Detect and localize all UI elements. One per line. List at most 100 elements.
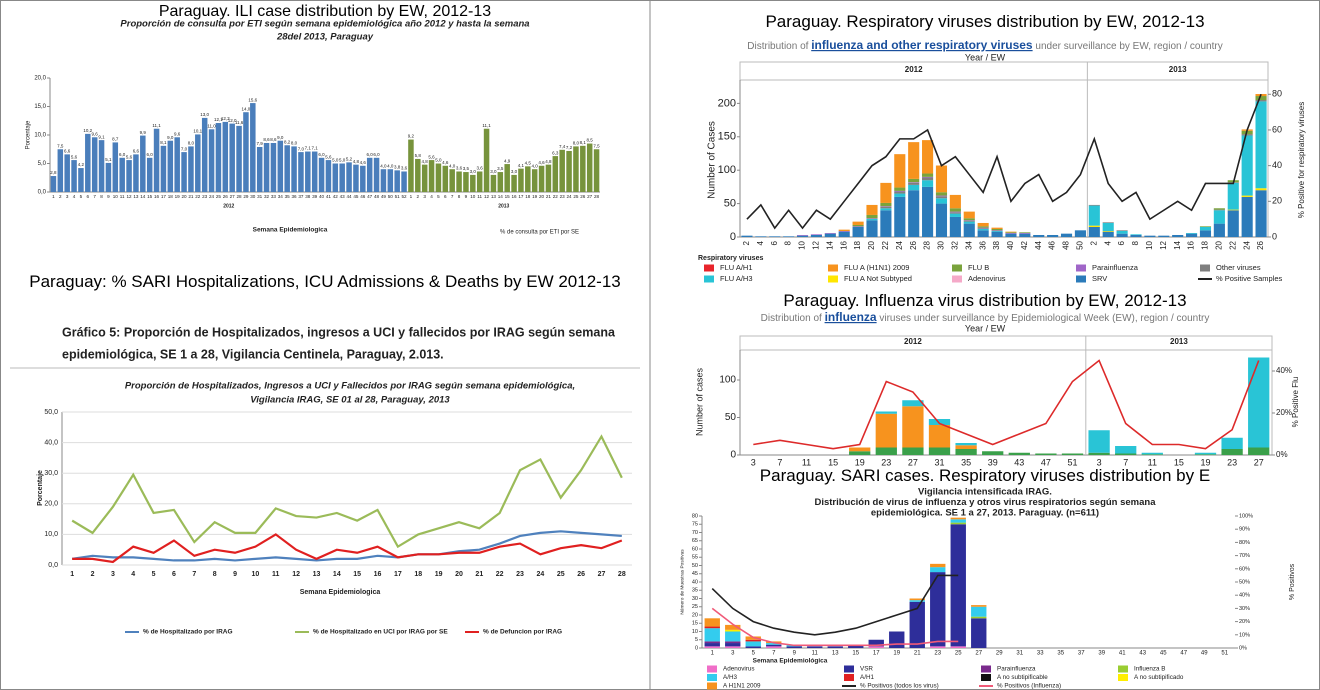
x-tick-label: 43 <box>1014 457 1024 467</box>
bar <box>1102 222 1114 223</box>
bar <box>531 169 538 192</box>
bar <box>949 211 961 213</box>
bar <box>1035 453 1057 455</box>
x-tick-label: 48 <box>1062 240 1071 249</box>
bar <box>949 216 961 237</box>
value-label: 9,1 <box>98 134 105 139</box>
value-label: 11,1 <box>482 123 491 128</box>
bar <box>880 206 892 207</box>
bar <box>704 618 720 627</box>
bar <box>346 162 352 192</box>
bar <box>725 643 741 647</box>
x-tick-label: 14 <box>333 571 341 578</box>
x-tick-label: 15 <box>353 571 361 578</box>
x-tick-label: 35 <box>285 194 291 199</box>
bar <box>421 164 428 192</box>
bar <box>250 103 256 192</box>
y2-tick-label: 70% <box>1239 553 1250 559</box>
bar <box>298 152 304 192</box>
bar <box>971 618 987 648</box>
bar <box>291 146 297 192</box>
bar <box>880 208 892 211</box>
x-tick-label: 17 <box>161 194 167 199</box>
x-tick-label: 26 <box>909 240 918 249</box>
value-label: 9,0 <box>167 135 174 140</box>
value-label: 7,1 <box>305 146 312 151</box>
y2-tick-label: 10% <box>1239 632 1250 638</box>
bar <box>1088 205 1100 226</box>
x-tick-label: 2 <box>59 194 62 199</box>
legend-swatch <box>828 275 838 283</box>
bar <box>991 228 1003 231</box>
x-tick-label: 3 <box>1097 457 1102 467</box>
x-tick-label: 42 <box>1020 240 1029 249</box>
bar <box>112 142 119 192</box>
bar <box>1199 230 1212 237</box>
value-label: 3,8 <box>394 165 401 170</box>
x-tick-label: 16 <box>1187 240 1196 249</box>
x-tick-label: 22 <box>195 194 201 199</box>
bar <box>755 236 767 237</box>
y2-tick-label: 40% <box>1276 366 1292 375</box>
x-tick-label: 24 <box>567 194 573 199</box>
x-tick-label: 19 <box>893 651 900 657</box>
x-tick-label: 44 <box>347 194 353 199</box>
y2-axis-label: % Positive for respiratory viruses <box>1297 102 1306 218</box>
bar <box>1019 233 1031 237</box>
legend-swatch <box>981 665 991 673</box>
y-tick-label: 35 <box>692 588 698 594</box>
bar <box>98 140 105 192</box>
x-tick-label: 41 <box>326 194 332 199</box>
bar <box>1227 209 1239 211</box>
bar <box>949 212 961 214</box>
bar <box>977 227 989 229</box>
x-tick-label: 5 <box>152 571 156 578</box>
x-tick-label: 40 <box>319 194 325 199</box>
bar <box>991 227 1003 229</box>
bar <box>483 128 490 192</box>
bar <box>928 447 951 455</box>
year-axis-label: Year / EW <box>965 323 1006 333</box>
bar <box>796 235 809 237</box>
y-tick-label: 150 <box>718 131 736 143</box>
bar <box>704 628 720 642</box>
x-tick-label: 34 <box>278 194 284 199</box>
x-tick-label: 12 <box>127 194 133 199</box>
x-tick-label: 11 <box>812 651 819 657</box>
x-tick-label: 37 <box>298 194 304 199</box>
chart-title: Paraguay. Influenza virus distribution b… <box>783 291 1187 310</box>
x-tick-label: 10 <box>470 194 476 199</box>
group-label: 2013 <box>1169 65 1187 74</box>
bar <box>456 171 462 192</box>
y2-tick-label: 90% <box>1239 527 1250 533</box>
bar <box>908 184 920 191</box>
bar <box>810 234 822 235</box>
value-label: 4,8 <box>545 159 552 164</box>
subtitle: Gráfico 5: Proporción de Hospitalizados,… <box>62 325 616 339</box>
bar <box>991 230 1003 232</box>
bar <box>559 149 565 192</box>
value-label: 9,9 <box>140 130 147 135</box>
legend-swatch <box>1118 665 1128 673</box>
x-tick-label: 28 <box>618 571 626 578</box>
value-label: 8,6 <box>270 137 277 142</box>
bar <box>949 208 961 212</box>
x-tick-label: 8 <box>784 240 793 245</box>
bar <box>1241 195 1253 197</box>
x-tick-label: 13 <box>832 651 839 657</box>
bar <box>908 142 920 179</box>
bar <box>928 425 951 448</box>
bar <box>339 163 345 192</box>
x-tick-label: 39 <box>312 194 318 199</box>
x-tick-label: 28 <box>237 194 243 199</box>
y-tick-label: 70 <box>692 530 698 536</box>
bar <box>573 146 579 192</box>
y-axis-label: Porcentaje <box>26 120 32 149</box>
bar <box>935 198 948 204</box>
bar <box>511 174 517 192</box>
bar <box>1194 454 1217 455</box>
bar <box>745 641 761 647</box>
bar <box>955 445 977 449</box>
y-tick-label: 50,0 <box>44 409 58 416</box>
bar <box>866 214 878 219</box>
